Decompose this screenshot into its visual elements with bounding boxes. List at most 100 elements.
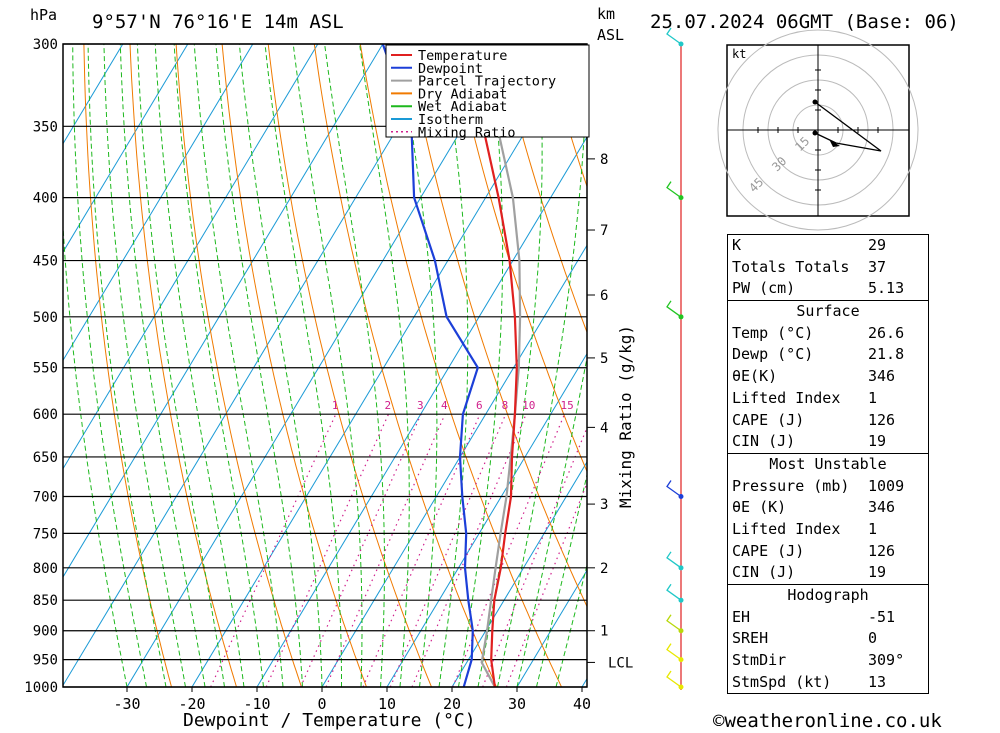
dry-adiabat-line (959, 44, 1000, 687)
temperature-tick-label: 40 (573, 695, 591, 713)
isotherm-line (191, 44, 579, 687)
temperature-tick-label: 0 (317, 695, 326, 713)
indices-table: K 29 Totals Totals 37 PW (cm) 5.13 Surface … (727, 234, 929, 695)
temperature-tick-label: 20 (443, 695, 461, 713)
surface-cape-value: 126 (868, 410, 896, 429)
km-tick-label: 2 (600, 561, 608, 577)
location-title: 9°57'N 76°16'E 14m ASL (92, 11, 344, 33)
wind-barb (666, 551, 682, 569)
mixing-ratio-label: 3 (417, 399, 424, 412)
mixing-ratio-label: 4 (441, 399, 448, 412)
surface-cin-row: CIN (J) 19 (728, 431, 928, 453)
surface-li-row: Lifted Index 1 (728, 388, 928, 410)
surface-theta-e-label: θE(K) (732, 367, 778, 386)
mu-cape-value: 126 (868, 541, 896, 560)
temperature-line (471, 78, 518, 687)
km-tick-label: 6 (600, 288, 608, 304)
mixing-ratio-line (411, 413, 527, 687)
surface-cin-label: CIN (J) (732, 432, 796, 451)
surface-cape-label: CAPE (J) (732, 410, 805, 429)
most-unstable-title: Most Unstable (769, 454, 887, 473)
mu-cape-row: CAPE (J) 126 (728, 541, 928, 563)
pressure-tick-label: 550 (33, 361, 58, 377)
sreh-label: SREH (732, 629, 769, 648)
pressure-tick-label: 750 (33, 526, 58, 542)
eh-label: EH (732, 607, 751, 626)
mu-cin-value: 19 (868, 563, 887, 582)
storm-motion-arrow (829, 139, 840, 147)
pressure-tick-label: 350 (33, 119, 58, 135)
wet-adiabat-line (264, 44, 342, 687)
sreh-row: SREH 0 (728, 628, 928, 650)
eh-row: EH -51 (728, 607, 928, 629)
hodograph-trace (814, 101, 882, 152)
wind-barb (666, 643, 682, 661)
mixing-ratio-label: 20 (589, 399, 602, 412)
mixing-ratio-line (265, 413, 390, 687)
wind-barb (666, 181, 682, 199)
isotherm-line (63, 44, 254, 362)
wet-adiabat-line (63, 218, 128, 687)
mixing-ratio-line (452, 413, 566, 687)
mu-pressure-row: Pressure (mb) 1009 (728, 476, 928, 498)
pressure-tick-label: 650 (33, 450, 58, 466)
wet-adiabat-line (136, 44, 225, 687)
parcel-trajectory-line (466, 44, 522, 687)
legend-label: Parcel Trajectory (418, 74, 556, 90)
stmspd-label: StmSpd (kt) (732, 672, 832, 691)
surface-cin-value: 19 (868, 432, 887, 451)
surface-title: Surface (796, 302, 860, 321)
surface-li-label: Lifted Index (732, 388, 841, 407)
km-tick-label: LCL (608, 655, 633, 671)
wet-adiabat-line (359, 44, 410, 687)
wind-barb (666, 614, 682, 632)
mu-li-row: Lifted Index 1 (728, 519, 928, 541)
pressure-tick-label: 600 (33, 407, 58, 423)
km-tick-label: 1 (600, 624, 608, 640)
pressure-tick-label: 950 (33, 653, 58, 669)
wet-adiabat-line (103, 44, 186, 687)
mu-cin-row: CIN (J) 19 (728, 562, 928, 584)
mu-li-label: Lifted Index (732, 519, 841, 538)
mu-theta-e-label: θE (K) (732, 498, 787, 517)
isotherm-line (126, 44, 514, 687)
legend-label: Dewpoint (418, 61, 483, 77)
hodograph-ring (717, 29, 919, 231)
isotherm-line (386, 352, 587, 687)
pressure-tick-label: 900 (33, 624, 58, 640)
isotherm-line (63, 44, 449, 687)
legend-label: Wet Adiabat (418, 99, 507, 115)
mixing-ratio-axis-title: Mixing Ratio (g/kg) (616, 325, 635, 508)
eh-value: -51 (868, 607, 896, 626)
mixing-ratio-label: 10 (522, 399, 535, 412)
stmdir-label: StmDir (732, 651, 787, 670)
wet-adiabat-line (215, 44, 303, 687)
isotherm-line (321, 244, 587, 687)
mixing-ratio-line (482, 426, 587, 687)
isotherm-line (63, 44, 189, 253)
tt-value: 37 (868, 257, 887, 276)
pw-label: PW (cm) (732, 279, 796, 298)
wet-adiabat-line (292, 44, 363, 687)
surface-dewp-label: Dewp (°C) (732, 345, 814, 364)
temperature-tick-label: -10 (243, 695, 270, 713)
wet-adiabat-line (119, 44, 206, 687)
surface-temp-row: Temp (°C) 26.6 (728, 323, 928, 345)
mixing-ratio-label: 1 (332, 399, 339, 412)
asl-unit-label: ASL (597, 26, 624, 44)
stmspd-value: 13 (868, 672, 887, 691)
dewpoint-line (381, 44, 480, 687)
mu-li-value: 1 (868, 519, 878, 538)
mixing-ratio-line (325, 413, 446, 687)
isotherm-line (451, 461, 587, 687)
mu-theta-e-value: 346 (868, 498, 896, 517)
temperature-tick-label: -20 (178, 695, 205, 713)
mu-pressure-value: 1009 (868, 476, 905, 495)
wet-adiabat-line (87, 44, 167, 687)
copyright-text: ©weatheronline.co.uk (713, 710, 942, 732)
wind-barb (666, 583, 682, 601)
pressure-tick-label: 300 (33, 37, 58, 53)
hodograph-point (812, 99, 818, 105)
